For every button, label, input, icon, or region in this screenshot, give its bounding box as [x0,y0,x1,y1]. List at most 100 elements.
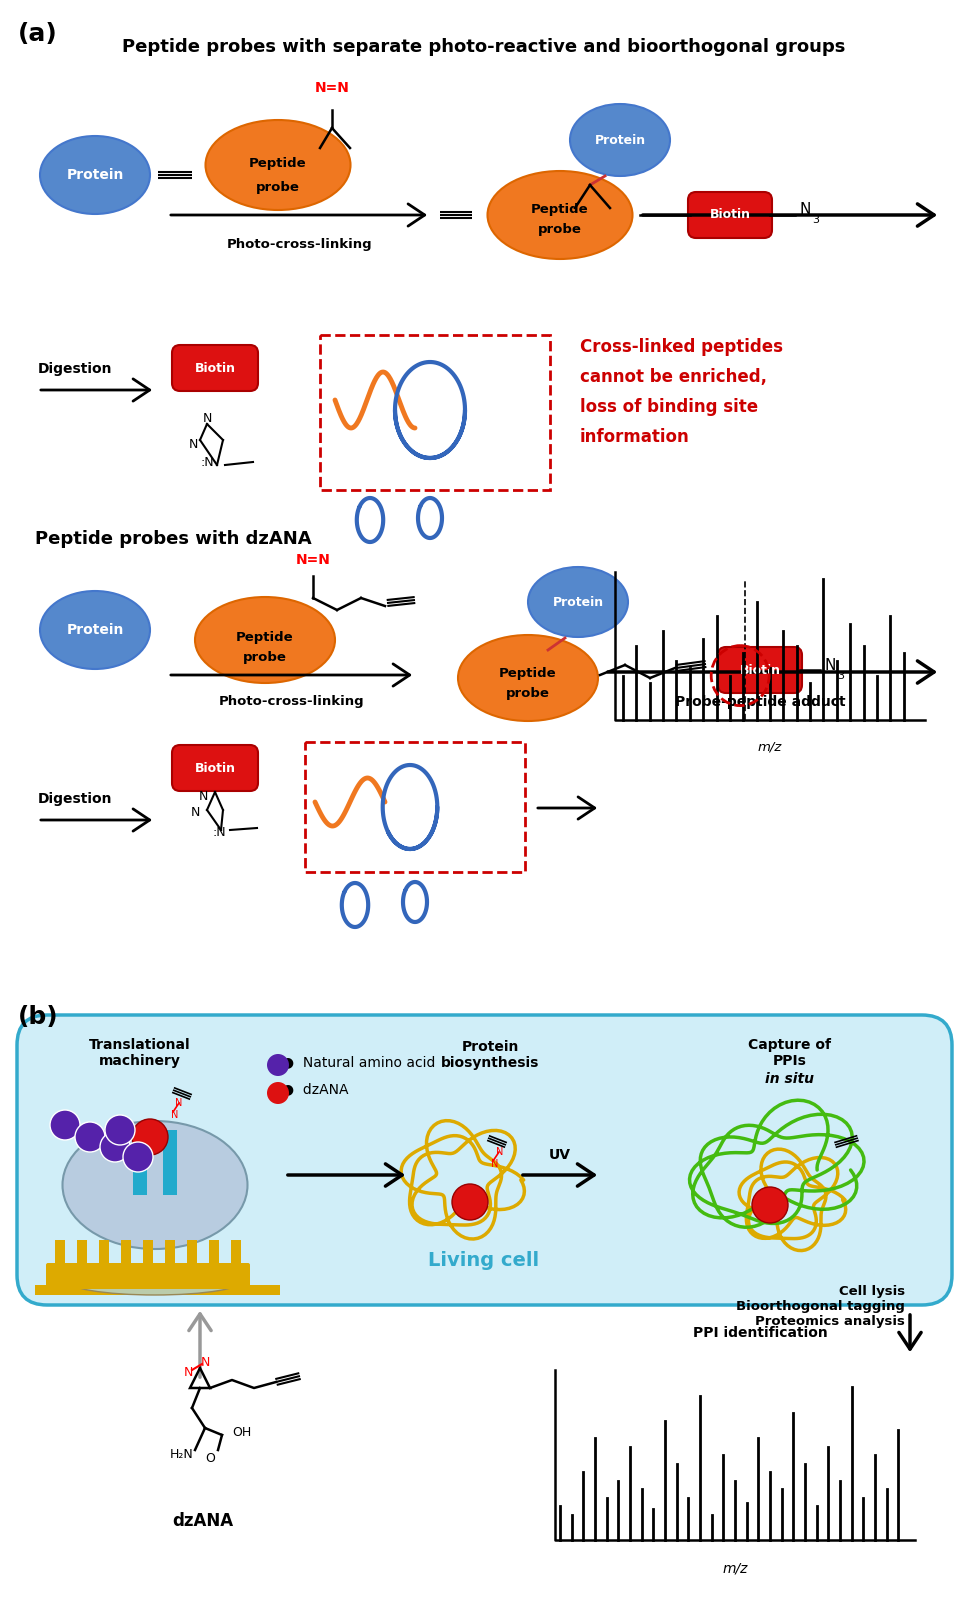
Text: N: N [825,658,836,673]
Text: Peptide probes with dzANA: Peptide probes with dzANA [35,531,312,548]
Bar [99,1240,109,1267]
Text: information: information [580,428,690,446]
Text: :N: :N [212,826,226,839]
Text: ●  dzANA: ● dzANA [282,1082,349,1096]
Text: Protein: Protein [66,623,124,638]
Text: N: N [201,1355,209,1368]
Text: Peptide: Peptide [236,631,294,644]
Text: in situ: in situ [766,1072,815,1087]
Text: N: N [800,203,811,217]
Ellipse shape [100,1131,130,1162]
Text: N: N [175,1098,183,1107]
Bar [77,1240,87,1267]
Bar [35,1285,280,1294]
Text: N: N [496,1147,504,1157]
Bar [231,1240,241,1267]
Bar [320,336,550,491]
Ellipse shape [132,1119,168,1155]
Text: Biotin: Biotin [739,663,780,676]
Text: probe: probe [506,687,550,700]
Text: loss of binding site: loss of binding site [580,398,758,415]
Text: Peptide probes with separate photo-reactive and bioorthogonal groups: Peptide probes with separate photo-react… [122,38,846,56]
Text: dzANA: dzANA [172,1512,234,1529]
Text: Cross-linked peptides: Cross-linked peptides [580,339,783,356]
Text: Digestion: Digestion [38,363,112,376]
Text: N: N [188,438,198,452]
Ellipse shape [50,1111,80,1139]
FancyBboxPatch shape [688,192,772,238]
Text: Photo-cross-linking: Photo-cross-linking [227,238,373,251]
Ellipse shape [528,567,628,638]
Text: H₂N: H₂N [171,1448,194,1462]
Ellipse shape [75,1122,105,1152]
Text: cannot be enriched,: cannot be enriched, [580,368,767,387]
FancyBboxPatch shape [172,345,258,392]
FancyBboxPatch shape [172,745,258,791]
Text: N: N [183,1366,193,1379]
Text: UV: UV [549,1147,571,1162]
Bar [209,1240,219,1267]
Text: (b): (b) [18,1005,59,1029]
Text: Translational
machinery: Translational machinery [89,1039,191,1067]
Bar [55,1240,65,1267]
Text: N: N [199,791,207,804]
Text: :N: :N [201,455,214,468]
Text: probe: probe [243,650,287,663]
Ellipse shape [458,634,598,721]
Text: Digestion: Digestion [38,793,112,805]
Text: N: N [491,1159,499,1170]
Ellipse shape [487,171,633,259]
Text: Living cell: Living cell [428,1251,540,1270]
Text: N=N: N=N [296,553,330,567]
Text: Biotin: Biotin [195,361,235,374]
Bar [165,1240,175,1267]
Ellipse shape [65,1266,245,1294]
Bar [143,1240,153,1267]
Text: N: N [190,805,200,818]
Text: PPI identification: PPI identification [693,1326,828,1341]
Ellipse shape [105,1115,135,1146]
Bar [305,741,525,873]
FancyBboxPatch shape [46,1262,250,1290]
Text: Probe-peptide adduct: Probe-peptide adduct [674,695,845,710]
Bar [121,1240,131,1267]
Ellipse shape [267,1082,289,1104]
Ellipse shape [40,591,150,670]
Text: OH: OH [232,1425,251,1438]
Text: Protein
biosynthesis: Protein biosynthesis [441,1040,539,1071]
Ellipse shape [40,136,150,214]
Bar [133,1130,147,1195]
Ellipse shape [195,598,335,682]
Text: Biotin: Biotin [709,208,751,222]
Text: Protein: Protein [66,168,124,182]
Text: Peptide: Peptide [499,668,557,681]
Text: N=N: N=N [315,81,350,94]
Ellipse shape [205,120,351,209]
Text: (a): (a) [18,22,58,46]
Text: O: O [205,1453,215,1465]
FancyBboxPatch shape [718,647,802,694]
Text: m/z: m/z [722,1561,748,1576]
Text: m/z: m/z [758,740,782,753]
Text: ●  Natural amino acid: ● Natural amino acid [282,1055,435,1069]
Ellipse shape [752,1187,788,1222]
Text: probe: probe [538,224,582,237]
Text: Cell lysis
Bioorthogonal tagging
Proteomics analysis: Cell lysis Bioorthogonal tagging Proteom… [736,1285,905,1328]
Text: Peptide: Peptide [249,157,307,169]
Bar [163,1130,177,1195]
Text: Photo-cross-linking: Photo-cross-linking [219,695,364,708]
Text: probe: probe [256,181,300,193]
Bar [187,1240,197,1267]
Ellipse shape [123,1143,153,1171]
Text: Protein: Protein [594,134,645,147]
FancyBboxPatch shape [17,1015,952,1306]
Text: Capture of
PPIs: Capture of PPIs [748,1039,831,1067]
Text: 3: 3 [812,216,819,225]
Text: 3: 3 [837,671,844,681]
Text: N: N [172,1111,178,1120]
Text: N: N [203,412,211,425]
Ellipse shape [570,104,670,176]
Ellipse shape [267,1055,289,1075]
Ellipse shape [62,1122,247,1250]
Text: Protein: Protein [552,596,604,609]
